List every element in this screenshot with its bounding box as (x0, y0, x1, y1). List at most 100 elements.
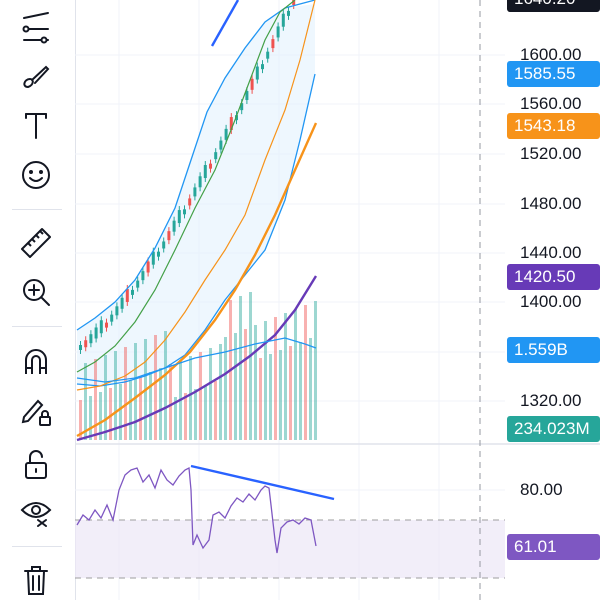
volume-bar (159, 368, 162, 440)
volume-bar (289, 346, 292, 440)
zoom-in-icon[interactable] (14, 270, 58, 314)
candle-body (245, 91, 249, 101)
candle-body (188, 198, 192, 206)
candle-body (146, 261, 150, 273)
volume-bar (84, 363, 87, 440)
price-chart-canvas[interactable] (75, 0, 600, 600)
rsi-band (75, 520, 505, 578)
volume-bar (154, 335, 157, 440)
volume-bar (274, 317, 277, 440)
candle-body (183, 209, 186, 215)
volume-bar (119, 384, 122, 440)
volume-bar (269, 354, 272, 440)
ma-purple (76, 275, 318, 442)
volume-bar (129, 380, 132, 440)
candle-body (105, 322, 108, 328)
candle-body (131, 289, 134, 295)
price-axis-label: 1520.00 (520, 144, 582, 163)
text-icon[interactable] (14, 104, 58, 148)
toolbar-divider (12, 546, 62, 547)
volume-bar (184, 393, 187, 440)
volume-bar (234, 333, 237, 440)
candle-body (120, 297, 124, 309)
candle-body (203, 165, 207, 179)
candle-body (281, 13, 285, 27)
volume-bar (204, 385, 207, 440)
volume-bar (114, 351, 117, 440)
ma-green (76, 0, 296, 373)
candle-body (125, 288, 129, 302)
trendline-tools-icon[interactable] (14, 6, 58, 50)
volume-bar (124, 347, 127, 440)
candle-body (99, 320, 103, 334)
volume-bar (99, 392, 102, 440)
unlock-icon[interactable] (14, 442, 58, 486)
price-axis-label: 1320.00 (520, 391, 582, 410)
volume-bar (174, 397, 177, 440)
toolbar-divider (12, 209, 62, 210)
price-axis-label: 1400.00 (520, 292, 582, 311)
candle-body (157, 251, 160, 257)
trendline-top (210, 0, 240, 47)
candle-body (271, 39, 275, 49)
bollinger-lower (76, 73, 316, 387)
candle-body (136, 280, 140, 288)
volume-bar (314, 301, 317, 440)
rsi-axis-label: 80.00 (520, 480, 563, 499)
volume-bar (249, 292, 252, 440)
volume-bar (299, 342, 302, 440)
candle-body (151, 251, 155, 265)
drawing-toolbar (0, 0, 76, 600)
volume-bar (224, 337, 227, 440)
brush-icon[interactable] (14, 55, 58, 99)
volume-bar (199, 352, 202, 440)
volume-bar (164, 331, 167, 440)
volume-bar (79, 400, 82, 440)
candle-body (266, 51, 270, 59)
candle-body (198, 176, 202, 188)
lock-drawing-icon[interactable] (14, 389, 58, 433)
candle-body (177, 210, 181, 224)
trash-icon[interactable] (14, 558, 58, 602)
volume-bar (239, 296, 242, 440)
candle-body (209, 163, 212, 169)
emoji-icon[interactable] (14, 153, 58, 197)
candle-body (261, 64, 264, 70)
volume-bar (169, 364, 172, 440)
candle-body (240, 103, 244, 111)
chart-area[interactable]: 1600.00 1560.00 1520.00 1480.00 1440.00 … (75, 0, 600, 600)
rsi-line (76, 466, 317, 554)
volume-bar (134, 343, 137, 440)
volume-bar (254, 325, 257, 440)
candle-body (250, 78, 254, 90)
candle-body (89, 334, 93, 344)
candle-body (219, 140, 223, 150)
ma-orange-thin (76, 0, 316, 391)
volume-bar (219, 344, 222, 440)
toolbar-divider (12, 326, 62, 327)
bollinger-upper (76, 0, 316, 331)
rsi-value-badge: 61.01 (507, 534, 600, 560)
volume-bar (189, 356, 192, 440)
price-axis-label: 1600.00 (520, 45, 582, 64)
volume-bar (264, 321, 267, 440)
candle-body (276, 26, 280, 38)
volume-bars (79, 292, 317, 440)
volume-ma (76, 337, 317, 383)
candle-body (115, 306, 119, 316)
candle-body (162, 241, 166, 249)
candle-body (193, 187, 197, 197)
candle-body (94, 327, 98, 339)
ruler-icon[interactable] (14, 221, 58, 265)
eye-hide-icon[interactable] (14, 490, 58, 534)
volume-bar (244, 329, 247, 440)
magnet-icon[interactable] (14, 340, 58, 384)
candle-body (167, 231, 171, 241)
candle-body (229, 117, 233, 131)
ma-slow-badge: 1420.50 (507, 264, 600, 290)
volume-bar (109, 388, 112, 440)
candle-body (255, 66, 259, 80)
price-axis-label: 1440.00 (520, 243, 582, 262)
volume-badge: 234.023M (507, 416, 600, 442)
volume-bar (214, 381, 217, 440)
